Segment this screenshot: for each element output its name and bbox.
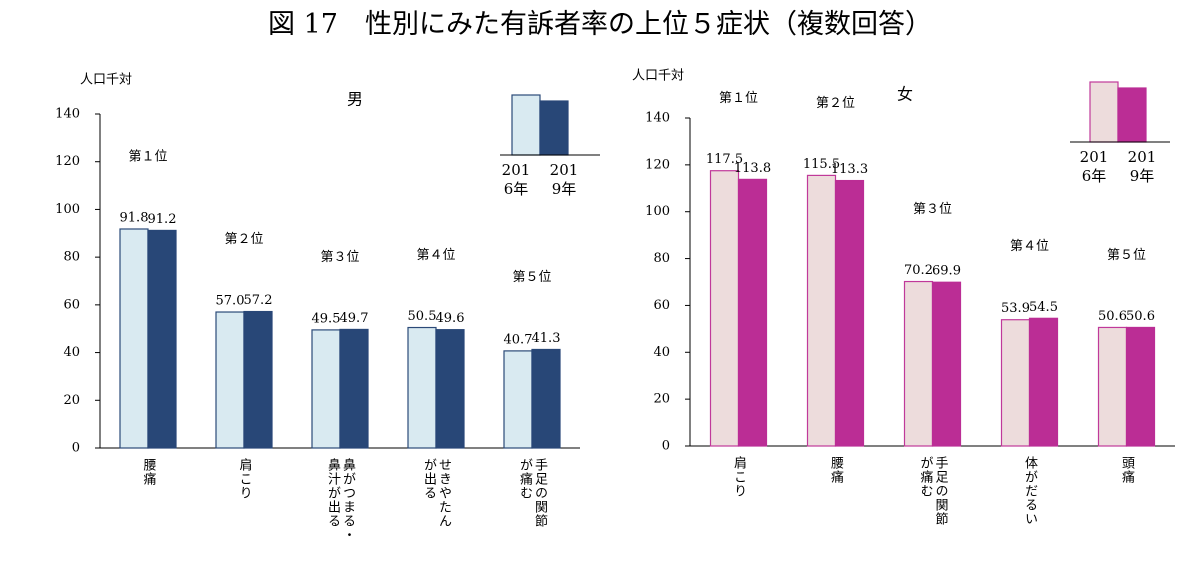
x-tick-label: 鼻がつまる・ 鼻汁が出る (325, 458, 355, 542)
x-tick-label: 手足の関節 が痛む (917, 456, 948, 526)
value-label: 50.6 (1098, 309, 1127, 324)
y-tick-label: 80 (63, 250, 80, 265)
legend-swatch (511, 94, 541, 156)
value-label: 117.5 (706, 152, 743, 167)
value-label: 41.3 (532, 331, 561, 346)
bar (1097, 326, 1128, 447)
panel-title: 女 (897, 85, 913, 104)
value-label: 50.6 (1126, 309, 1155, 324)
legend-swatch (1117, 87, 1147, 143)
y-tick-label: 100 (55, 202, 80, 217)
y-tick-label: 140 (645, 111, 670, 126)
bar (1028, 317, 1059, 447)
y-tick-label: 20 (63, 393, 80, 408)
y-tick-label: 120 (645, 157, 670, 172)
y-tick-label: 140 (55, 107, 80, 122)
x-tick-label: 腰痛 (140, 458, 156, 486)
value-label: 70.2 (904, 263, 933, 278)
rank-label: 第４位 (416, 248, 455, 263)
y-tick-label: 120 (55, 154, 80, 169)
y-tick-label: 0 (662, 439, 670, 454)
x-tick-label: 肩こり (731, 456, 746, 498)
figure-title: 図 17 性別にみた有訴者率の上位５症状（複数回答） (268, 9, 932, 40)
y-axis-label: 人口千対 (80, 73, 132, 88)
value-label: 49.7 (340, 311, 369, 326)
bar (119, 228, 149, 449)
y-tick-label: 20 (653, 392, 670, 407)
bar (311, 329, 341, 449)
value-label: 57.0 (216, 294, 245, 309)
bar (931, 281, 962, 447)
value-label: 113.8 (734, 161, 771, 176)
bar (407, 326, 437, 449)
value-label: 50.5 (408, 309, 437, 324)
bar (531, 348, 561, 449)
bar (215, 311, 245, 449)
value-label: 69.9 (932, 264, 961, 279)
value-label: 54.5 (1029, 300, 1058, 315)
x-tick-label: 肩こり (236, 458, 252, 500)
panel-title: 男 (347, 90, 363, 109)
bar (435, 329, 465, 449)
legend-swatch (1089, 81, 1119, 143)
y-tick-label: 100 (645, 204, 670, 219)
y-tick-label: 40 (63, 345, 80, 360)
legend-swatch (539, 100, 569, 156)
x-tick-label: 体がだるい (1022, 456, 1037, 526)
bar (1125, 326, 1156, 447)
rank-label: 第２位 (816, 96, 855, 111)
rank-label: 第２位 (224, 232, 263, 247)
rank-label: 第３位 (320, 250, 359, 265)
value-label: 91.8 (120, 210, 149, 225)
x-tick-label: 腰痛 (828, 456, 843, 484)
legend-label: 2016年 (1079, 148, 1109, 185)
y-tick-label: 40 (653, 345, 670, 360)
legend-label: 2019年 (549, 161, 579, 198)
value-label: 53.9 (1001, 301, 1030, 316)
bar (147, 229, 177, 449)
value-label: 49.6 (436, 311, 465, 326)
rank-label: 第５位 (512, 270, 551, 285)
rank-label: 第５位 (1107, 248, 1146, 263)
legend-label: 2019年 (1127, 148, 1157, 185)
bar (339, 328, 369, 449)
y-tick-label: 0 (72, 441, 80, 456)
rank-label: 第１位 (719, 91, 758, 106)
value-label: 40.7 (504, 332, 533, 347)
bar (709, 170, 740, 447)
x-tick-label: せきやたん が出る (421, 458, 451, 528)
y-tick-label: 60 (63, 297, 80, 312)
bar (503, 350, 533, 449)
value-label: 113.3 (831, 162, 868, 177)
value-label: 91.2 (148, 212, 177, 227)
y-tick-label: 60 (653, 298, 670, 313)
x-tick-label: 手足の関節 が痛む (517, 458, 547, 528)
value-label: 57.2 (244, 293, 273, 308)
bar (737, 178, 768, 447)
bar (806, 174, 837, 447)
y-tick-label: 80 (653, 251, 670, 266)
rank-label: 第３位 (913, 202, 952, 217)
bar (834, 179, 865, 447)
value-label: 115.5 (803, 157, 840, 172)
rank-label: 第４位 (1010, 239, 1049, 254)
bar (1000, 319, 1031, 447)
legend-label: 2016年 (501, 161, 531, 198)
value-label: 49.5 (312, 311, 341, 326)
y-axis-label: 人口千対 (632, 69, 684, 84)
bar (903, 280, 934, 447)
rank-label: 第１位 (128, 149, 167, 164)
x-tick-label: 頭痛 (1119, 456, 1134, 484)
bar (243, 310, 273, 449)
